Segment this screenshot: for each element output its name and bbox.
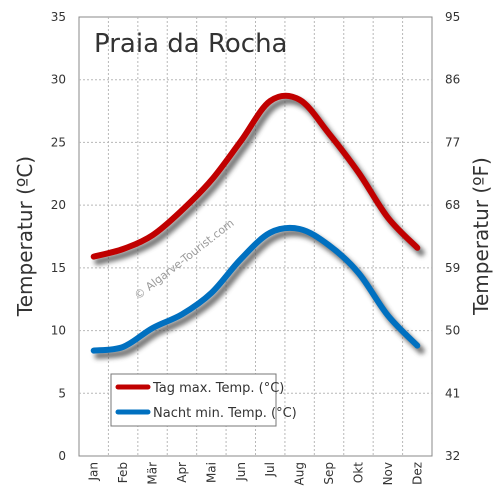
y-right-tick-label: 41 (445, 386, 460, 400)
y-right-tick-label: 86 (445, 73, 460, 87)
series-lines (90, 92, 425, 360)
legend-label-min: Nacht min. Temp. (°C) (153, 406, 297, 421)
x-tick-label: Jul (263, 462, 277, 477)
axis-ticks: 0 32 5 41 10 50 15 59 20 68 25 77 30 86 35 95 Jan Feb Mär A… (51, 10, 461, 485)
chart-title: Praia da Rocha (94, 29, 287, 59)
x-tick-label: Dez (410, 462, 424, 485)
y-left-tick-label: 25 (51, 135, 66, 149)
legend-box (110, 373, 277, 427)
left-axis-title: Temperatur (ºC) (13, 156, 37, 317)
y-right-tick-label: 95 (445, 10, 460, 24)
x-tick-label: Mär (146, 462, 160, 485)
series-line-1 (90, 224, 421, 354)
y-right-tick-label: 59 (445, 261, 460, 275)
x-tick-label: Sep (322, 462, 336, 485)
y-right-tick-label: 77 (445, 135, 460, 149)
legend: Tag max. Temp. (°C) Nacht min. Temp. (°C… (110, 373, 297, 427)
series-line-0 (90, 92, 421, 260)
x-tick-label: Jan (87, 462, 101, 482)
y-left-tick-label: 5 (58, 386, 66, 400)
x-tick-label: Apr (175, 462, 189, 483)
x-tick-label: Okt (351, 462, 365, 483)
y-right-tick-label: 50 (445, 324, 460, 338)
x-tick-label: Feb (116, 462, 130, 483)
y-left-tick-label: 30 (51, 73, 66, 87)
y-left-tick-label: 35 (51, 10, 66, 24)
legend-label-max: Tag max. Temp. (°C) (152, 381, 284, 396)
right-axis-title: Temperatur (ºF) (469, 157, 493, 316)
x-tick-label: Nov (381, 462, 395, 485)
y-right-tick-label: 68 (445, 198, 460, 212)
y-right-tick-label: 32 (445, 449, 460, 463)
y-left-tick-label: 15 (51, 261, 66, 275)
x-tick-label: Jun (234, 462, 248, 482)
y-left-tick-label: 10 (51, 324, 66, 338)
y-left-tick-label: 20 (51, 198, 66, 212)
x-tick-label: Aug (293, 462, 307, 485)
x-tick-label: Mai (204, 462, 218, 483)
y-left-tick-label: 0 (58, 449, 66, 463)
